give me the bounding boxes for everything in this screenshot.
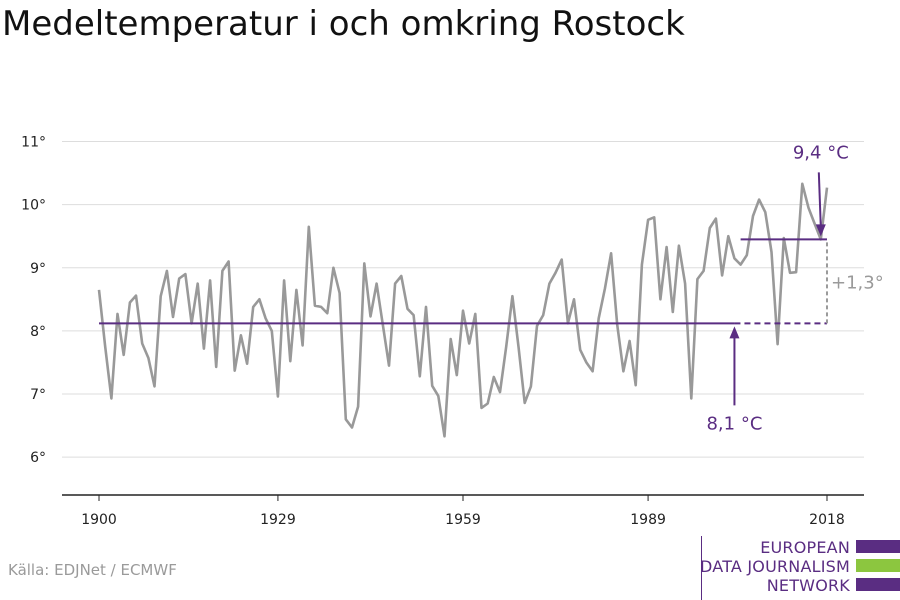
x-tick-label: 1900	[81, 512, 117, 528]
y-tick-label: 10°	[21, 198, 46, 214]
y-tick-label: 9°	[30, 261, 46, 277]
y-tick-label: 8°	[30, 324, 46, 340]
chart-title: Medeltemperatur i och omkring Rostock	[2, 4, 685, 44]
logo-divider	[701, 536, 702, 600]
y-tick-label: 6°	[30, 450, 46, 466]
baseline-average-label: 8,1 °C	[706, 413, 762, 434]
arrow-up-head	[729, 326, 740, 339]
recent-average-label: 9,4 °C	[793, 142, 849, 163]
source-note: Källa: EDJNet / ECMWF	[8, 561, 177, 579]
arrow-down-shaft	[817, 172, 822, 228]
arrow-down-head	[815, 224, 826, 237]
logo-bar-purple-top	[856, 540, 900, 553]
x-tick-label: 1929	[260, 512, 296, 528]
x-tick-label: 1959	[445, 512, 481, 528]
logo-bar-green	[856, 559, 900, 572]
logo-line-1: EUROPEAN	[760, 538, 850, 557]
difference-label: +1,3°	[831, 272, 884, 293]
logo-bar-purple-bottom	[856, 578, 900, 591]
logo-line-2: DATA JOURNALISM	[700, 557, 850, 576]
x-tick-label: 2018	[809, 512, 845, 528]
y-tick-label: 7°	[30, 387, 46, 403]
x-tick-label: 1989	[630, 512, 666, 528]
temperature-series-line	[97, 182, 829, 438]
edjnet-logo: EUROPEAN DATA JOURNALISM NETWORK	[700, 536, 900, 600]
logo-line-3: NETWORK	[766, 576, 850, 595]
y-tick-label: 11°	[21, 135, 46, 151]
